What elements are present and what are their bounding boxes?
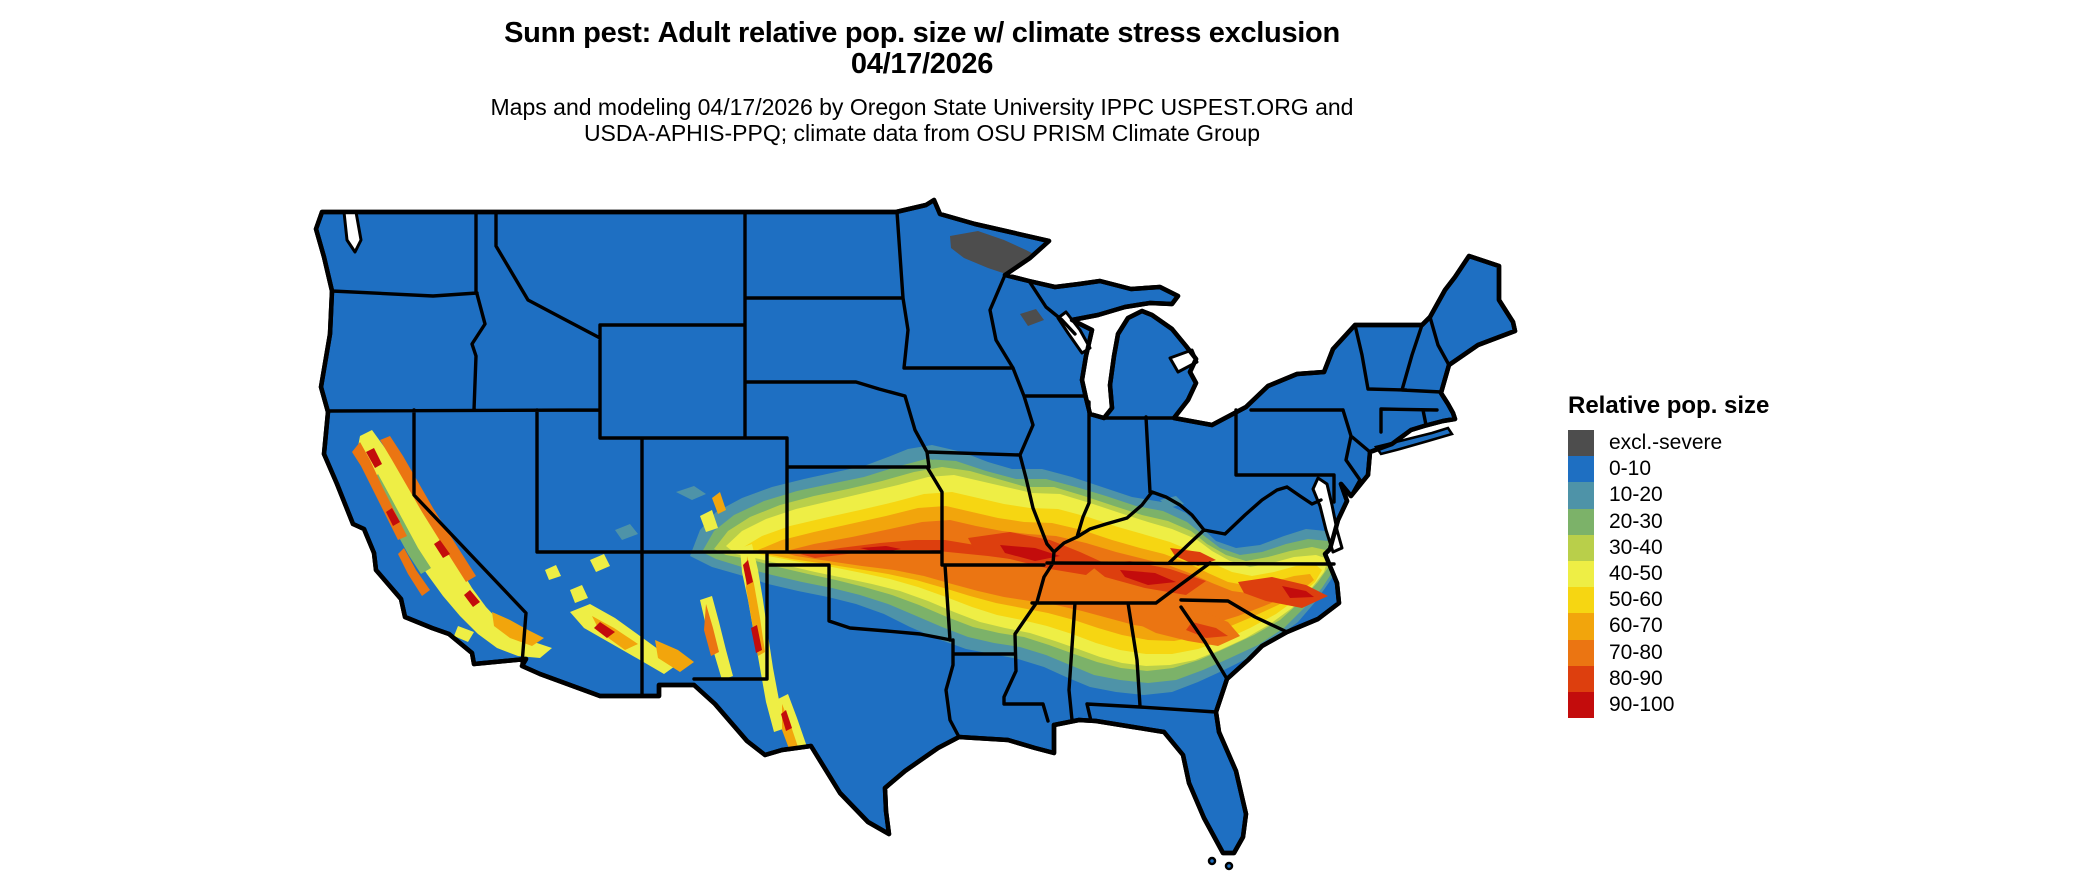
legend-swatch-icon <box>1568 560 1594 588</box>
legend-item: excl.-severe <box>1568 430 1769 457</box>
legend-item-label: excl.-severe <box>1609 431 1723 455</box>
legend-item-label: 10-20 <box>1609 483 1663 507</box>
header: Sunn pest: Adult relative pop. size w/ c… <box>172 17 1672 147</box>
legend-item: 30-40 <box>1568 534 1769 561</box>
legend-item: 0-10 <box>1568 456 1769 483</box>
state-borders <box>326 210 1451 739</box>
long-island <box>1373 426 1454 456</box>
legend: Relative pop. size excl.-severe 0-10 10-20… <box>1568 392 1770 719</box>
legend-swatch-icon <box>1568 665 1594 692</box>
legend-item-label: 90-100 <box>1609 692 1675 716</box>
legend-swatch-icon <box>1568 430 1594 457</box>
legend-swatch-icon <box>1568 587 1594 614</box>
legend-item: 40-50 <box>1568 560 1769 588</box>
legend-item: 80-90 <box>1568 665 1769 692</box>
legend-swatch-icon <box>1568 508 1594 535</box>
legend-swatch-icon <box>1568 639 1594 666</box>
legend-item-label: 70-80 <box>1609 640 1663 664</box>
legend-item-label: 50-60 <box>1609 588 1663 612</box>
legend-swatch-icon <box>1568 691 1594 719</box>
legend-item-label: 30-40 <box>1609 535 1663 559</box>
legend-item-label: 0-10 <box>1609 457 1652 481</box>
map-subtitle: Maps and modeling 04/17/2026 by Oregon S… <box>172 94 1672 146</box>
map-title-line2: 04/17/2026 <box>850 48 994 80</box>
legend-item: 50-60 <box>1568 587 1769 614</box>
florida-keys-island <box>1224 861 1234 871</box>
legend-title: Relative pop. size <box>1568 392 1770 419</box>
legend-swatch-icon <box>1568 534 1594 561</box>
legend-item-label: 60-70 <box>1609 614 1663 638</box>
arizona-mountain-band <box>570 604 694 674</box>
central-band <box>690 445 1343 695</box>
legend-item: 70-80 <box>1568 639 1769 666</box>
map-title-line1: Sunn pest: Adult relative pop. size w/ c… <box>504 17 1340 49</box>
legend-swatch-icon <box>1568 456 1594 483</box>
florida-keys-island <box>1207 856 1217 866</box>
us-coastline <box>313 197 1518 856</box>
legend-item: 10-20 <box>1568 482 1769 509</box>
legend-item: 60-70 <box>1568 613 1769 640</box>
population-heat-layers <box>352 231 1343 772</box>
legend-item-label: 20-30 <box>1609 509 1663 533</box>
map-subtitle-line2: USDA-APHIS-PPQ; climate data from OSU PR… <box>583 120 1261 146</box>
legend-item: 20-30 <box>1568 508 1769 535</box>
legend-swatch-icon <box>1568 613 1594 640</box>
map-subtitle-line1: Maps and modeling 04/17/2026 by Oregon S… <box>490 94 1354 120</box>
us-map <box>290 185 1540 885</box>
legend-swatch-icon <box>1568 482 1594 509</box>
us-map-svg <box>313 197 1518 871</box>
legend-items: excl.-severe 0-10 10-20 20-30 30-40 40-50 50-6… <box>1568 430 1769 719</box>
legend-item-label: 80-90 <box>1609 666 1663 690</box>
legend-item: 90-100 <box>1568 691 1769 719</box>
legend-item-label: 40-50 <box>1609 562 1663 586</box>
